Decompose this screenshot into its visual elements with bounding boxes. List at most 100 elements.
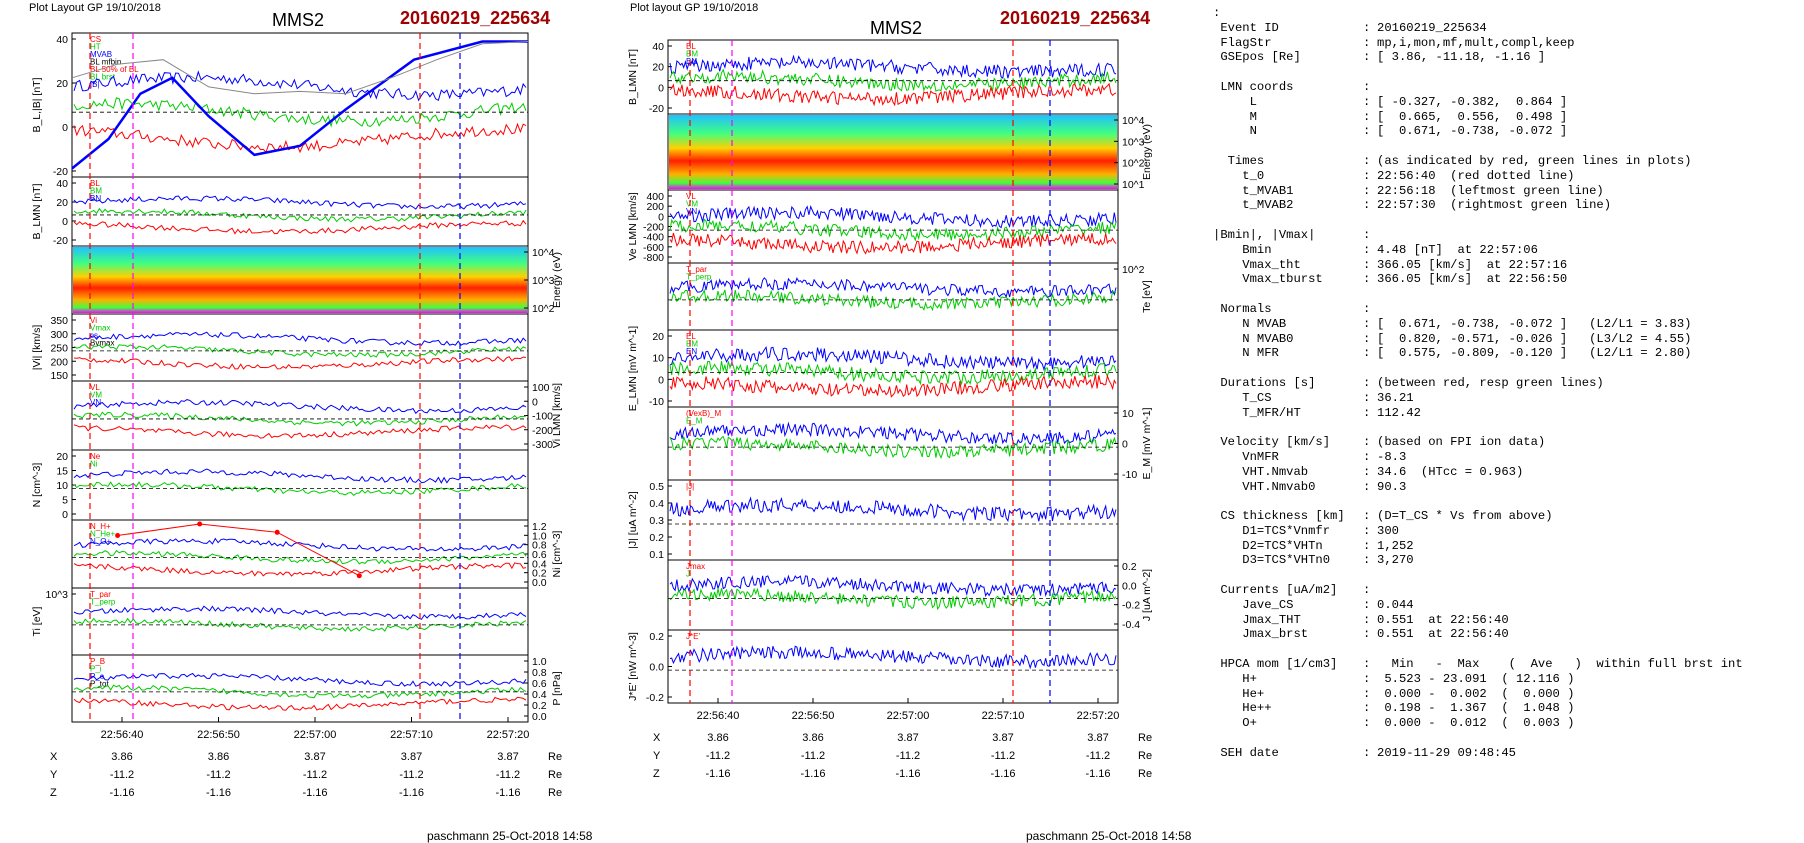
info-key: : [1213,6,1221,20]
y-tick-label: -10 [1122,469,1137,481]
y-tick-label: 1.0 [532,530,547,542]
legend-entry: P_i [90,665,102,674]
info-row [1213,361,1793,376]
info-key: HPCA mom [1/cm3] [1213,657,1338,672]
info-value [1377,65,1793,80]
ephemeris-value: 3.87 [1087,732,1108,744]
info-key [1213,761,1363,776]
y-tick-label: 0.2 [532,568,547,580]
y-axis-label: J*E' [nW m^-3] [627,632,639,701]
y-tick-label: 0 [62,216,68,228]
info-row: SEH date:2019-11-29 09:48:45 [1213,746,1793,761]
series-line [669,645,1117,670]
info-key [1213,213,1363,228]
ephemeris-unit: Re [1138,732,1152,744]
legend-entry: P_tot [90,680,109,689]
info-key: Currents [uA/m2] [1213,583,1338,598]
info-value: 34.6 (HTcc = 0.963) [1377,464,1524,479]
info-key: LMN coords [1213,79,1294,94]
legend-entry: Jmax [686,562,705,571]
info-row: He+: 0.000 - 0.002 ( 0.000 ) [1213,687,1793,702]
info-colon: : [1363,20,1371,35]
info-key: H+ [1213,671,1257,686]
ephemeris-unit: Re [548,751,562,763]
ephemeris-value: 3.86 [111,751,132,763]
x-tick-label: 22:56:40 [697,710,740,722]
y-tick-label: 15 [56,466,68,478]
legend-entry: P_e [90,672,105,681]
info-value [1377,228,1793,243]
info-value [1377,494,1793,509]
legend-entry: VM [686,200,698,209]
info-colon: : [1363,671,1371,686]
y-tick-label: 0.8 [532,540,547,552]
y-axis-label: |Vi| [km/s] [31,325,43,371]
info-colon [1363,568,1377,583]
spectrogram-image [73,247,527,313]
info-row [1213,494,1793,509]
info-key: FlagStr [1213,35,1272,50]
legend-entry: |B| [90,80,100,89]
info-row: Jave_CS:0.044 [1213,598,1793,613]
info-row: |Bmin|, |Vmax|: [1213,228,1793,243]
y-axis-label: Ti [eV] [31,606,43,636]
info-row: D1=TCS*Vnmfr:300 [1213,524,1793,539]
ephemeris-label: Y [50,769,58,781]
info-row [1213,568,1793,583]
legend-entry: N_H+ [90,522,111,531]
info-key: D1=TCS*Vnmfr [1213,523,1331,538]
info-colon: : [1363,375,1371,390]
info-colon [1363,731,1377,746]
y-tick-label: -20 [53,166,68,178]
y-axis-label: N [cm^-3] [31,463,43,508]
info-key [1213,642,1363,657]
y-tick-label: 0 [658,374,664,386]
y-tick-label: 10^4 [1122,115,1145,127]
x-tick-label: 22:57:20 [1077,710,1120,722]
ephemeris-value: 3.87 [897,732,918,744]
info-key: CS thickness [km] [1213,509,1345,524]
mid-panel-9: 0.2 0.0 -0.2 J*E' [nW m^-3] J*E' [627,629,1119,704]
info-value [1377,6,1793,21]
info-colon: : [1363,612,1371,627]
series-line [669,68,1117,92]
y-axis-label: P [nPa] [551,671,563,705]
info-colon: : [1363,509,1371,524]
ephemeris-unit: Re [548,787,562,799]
legend-entry: MVAB [90,50,112,59]
info-row: Vmax_tht:366.05 [km/s] at 22:57:16 [1213,258,1793,273]
ephemeris-value: -1.16 [109,787,134,799]
y-tick-label: -300 [532,439,553,451]
info-row: L: [ -0.327, -0.382, 0.864 ] [1213,95,1793,110]
y-tick-label: 10^2 [1122,264,1145,276]
ephemeris-value: -1.16 [895,768,920,780]
info-row: O+: 0.000 - 0.012 ( 0.003 ) [1213,716,1793,731]
info-row [1213,139,1793,154]
info-key [1213,731,1363,746]
info-colon: : [1363,50,1371,65]
info-colon: : [1363,390,1371,405]
info-colon: : [1363,745,1371,760]
series-line [73,684,527,699]
ephemeris-value: 3.87 [992,732,1013,744]
info-value: 20160219_225634 [1377,20,1487,35]
y-tick-label: 100 [532,382,550,394]
y-tick-label: 0.8 [532,667,547,679]
ephemeris-unit: Re [1138,750,1152,762]
info-colon [1363,361,1377,376]
series-line [669,232,1117,255]
y-tick-label: 20 [56,197,68,209]
series-line [73,355,527,370]
series-line [73,481,527,496]
info-value: (based on FPI ion data) [1377,435,1546,450]
info-row: GSEpos [Re]: [ 3.86, -11.18, -1.16 ] [1213,50,1793,65]
y-tick-label: -20 [53,235,68,247]
mid-panel-6: 10 0 -10 E_M [mV m^-1] (VexB)_ME_M [667,406,1153,481]
legend-entry: BL 50% of BL [90,65,139,74]
y-tick-label: 250 [50,343,68,355]
info-key: GSEpos [Re] [1213,50,1301,65]
